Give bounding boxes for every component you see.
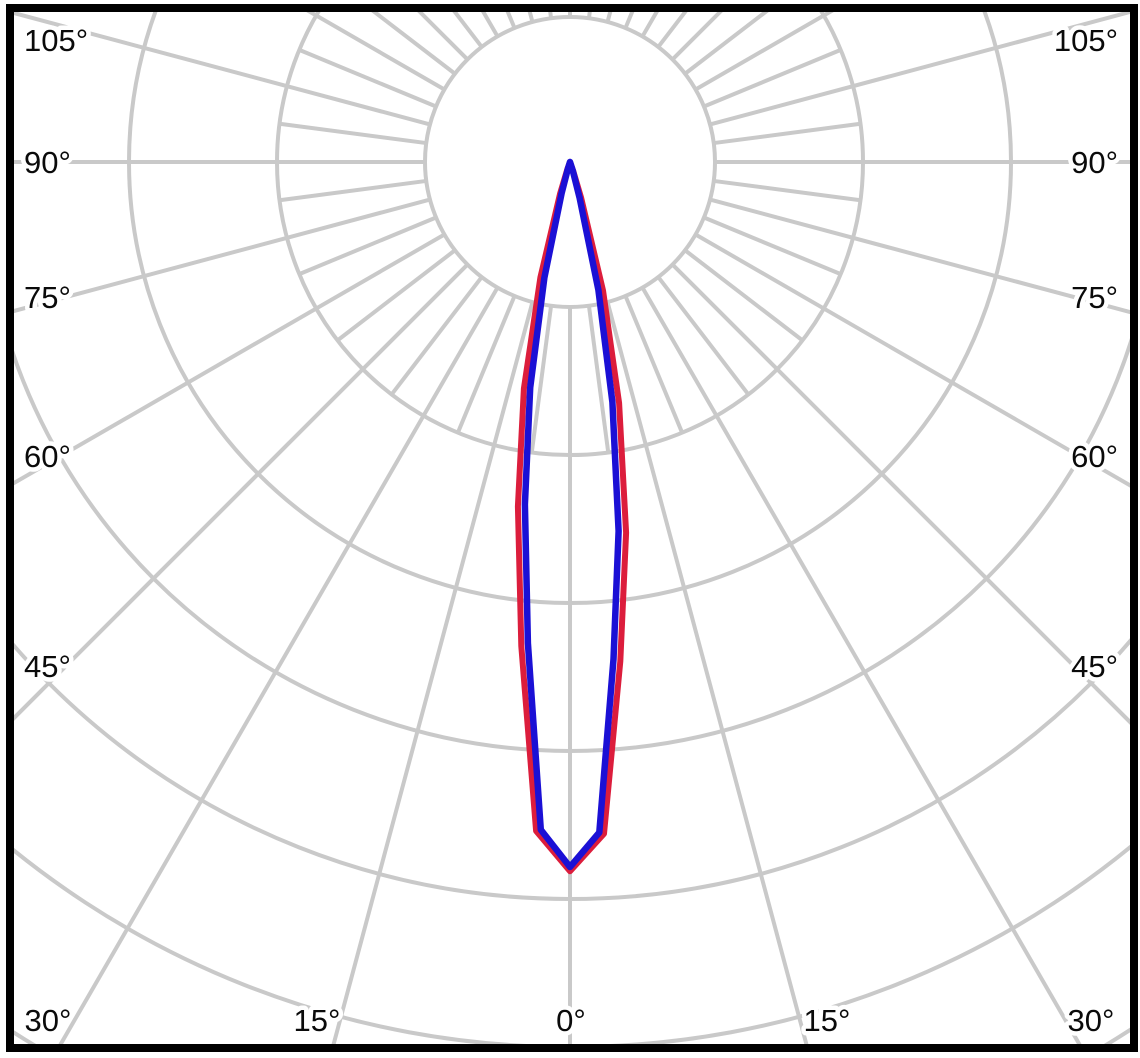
grid-radial-line	[709, 11, 1130, 127]
grid-minor-spoke	[279, 121, 427, 146]
grid-minor-spoke	[656, 275, 750, 396]
angle-label: 15°	[804, 1003, 851, 1038]
angle-label: 90°	[24, 145, 71, 180]
grid-minor-spoke	[456, 295, 517, 434]
grid-radial-line	[709, 197, 1130, 315]
angle-label: 60°	[1071, 439, 1118, 474]
chart-border	[6, 4, 1138, 1052]
grid-minor-spoke	[703, 215, 842, 276]
grid-minor-spoke	[713, 178, 861, 203]
grid-radial-line	[694, 232, 1130, 488]
grid-minor-spoke	[656, 11, 689, 49]
angle-label: 60°	[24, 439, 71, 474]
grid-minor-spoke	[683, 248, 804, 342]
angle-label: 45°	[24, 649, 71, 684]
grid-minor-spoke	[298, 215, 437, 276]
grid-radial-line	[57, 286, 500, 1045]
angle-label: 75°	[24, 280, 71, 315]
blue-curve	[521, 158, 622, 871]
grid-radial-line	[13, 232, 446, 486]
angle-label: 15°	[294, 1003, 341, 1038]
grid-minor-spoke	[390, 275, 484, 396]
grid-radial-line	[13, 197, 431, 314]
grid-minor-spoke	[451, 11, 484, 49]
grid-minor-spoke	[623, 295, 684, 434]
angle-label: 30°	[1068, 1003, 1115, 1038]
grid-radial-line	[640, 286, 1083, 1045]
grid-radial-line	[331, 301, 535, 1045]
angle-label: 45°	[1071, 649, 1118, 684]
grid-radial-line	[13, 263, 469, 722]
grid-radial-line	[13, 11, 431, 127]
angle-label: 0°	[556, 1003, 586, 1038]
angle-label: 75°	[1071, 280, 1118, 315]
angle-label: 90°	[1071, 145, 1118, 180]
grid-radial-line	[605, 301, 809, 1045]
angle-label: 105°	[1054, 23, 1118, 58]
grid-radial-line	[671, 263, 1130, 725]
grid-minor-spoke	[683, 11, 771, 76]
angle-label: 105°	[24, 23, 88, 58]
grid-minor-spoke	[369, 11, 457, 76]
angle-labels: 105° 90° 75° 60° 45° 105° 90° 75° 60° 45° 30° 15° 0°…	[20, 19, 1123, 1043]
angle-label: 30°	[25, 1003, 72, 1038]
grid-minor-spoke	[703, 48, 842, 109]
grid-minor-spoke	[298, 48, 437, 109]
grid-minor-spoke	[336, 248, 457, 342]
grid-minor-spoke	[529, 305, 554, 453]
grid-minor-spoke	[713, 121, 861, 146]
grid-minor-spoke	[279, 178, 427, 203]
grid-minor-spoke	[586, 305, 611, 453]
intensity-curves	[514, 158, 630, 875]
